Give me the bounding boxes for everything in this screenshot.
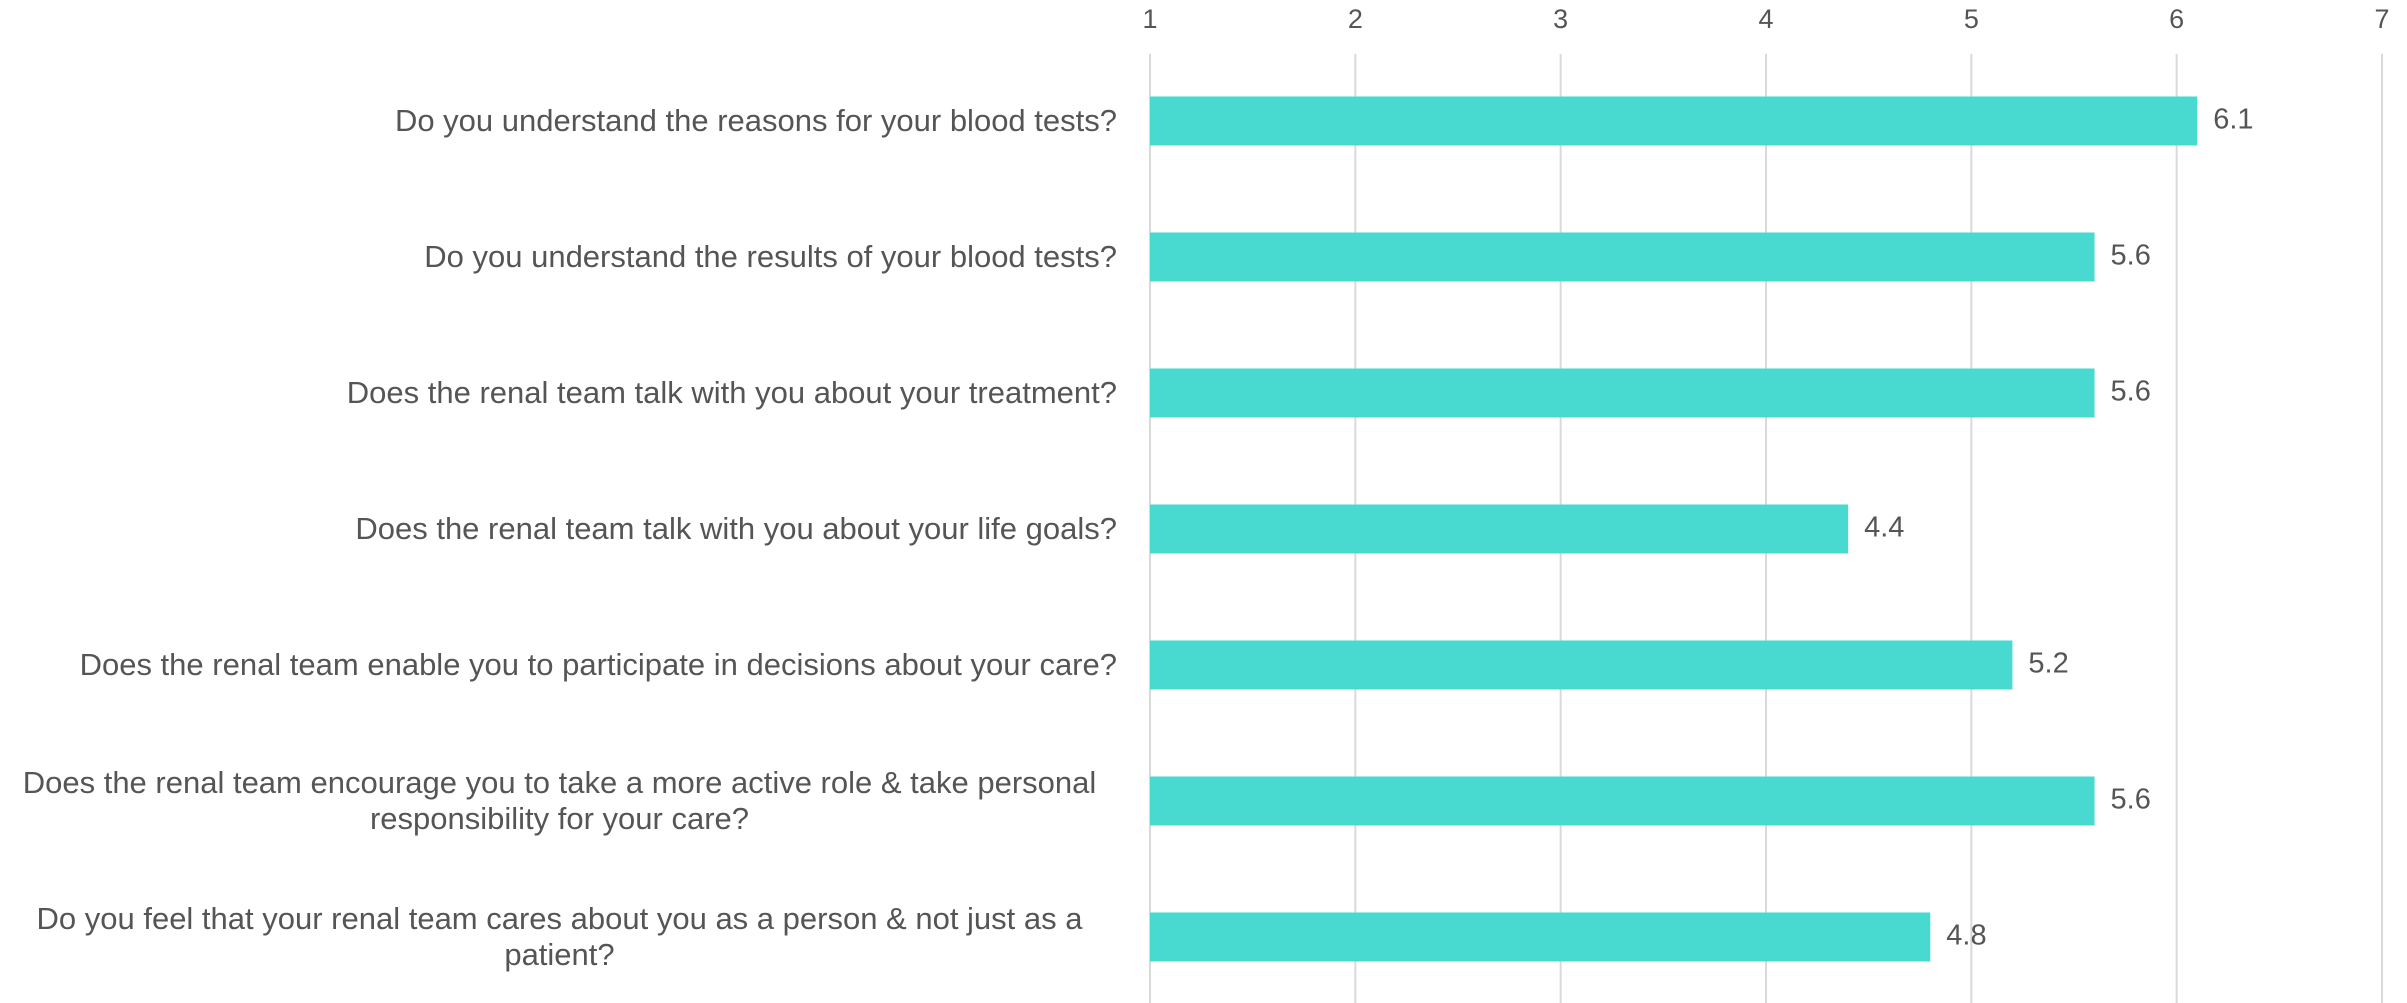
y-tick-label: Does the renal team encourage you to tak… bbox=[22, 765, 1097, 836]
y-tick-label: Do you understand the reasons for your b… bbox=[394, 103, 1117, 138]
value-label: 5.6 bbox=[2111, 240, 2151, 272]
value-label: 5.6 bbox=[2111, 784, 2151, 816]
x-tick-label: 5 bbox=[1964, 4, 1979, 34]
category-label-box: Does the renal team talk with you about … bbox=[0, 511, 1117, 547]
x-tick-label: 6 bbox=[2169, 4, 2184, 34]
category-label-box: Does the renal team talk with you about … bbox=[0, 375, 1117, 411]
x-tick-label: 7 bbox=[2374, 4, 2389, 34]
value-label: 5.6 bbox=[2111, 376, 2151, 408]
x-tick-label: 2 bbox=[1348, 4, 1363, 34]
x-tick-label: 1 bbox=[1142, 4, 1157, 34]
bar bbox=[1150, 504, 1849, 554]
y-tick-label: Does the renal team enable you to partic… bbox=[79, 647, 1117, 682]
y-tick-label: Do you feel that your renal team cares a… bbox=[36, 901, 1083, 972]
value-label: 5.2 bbox=[2028, 648, 2068, 680]
category-label-box: Does the renal team enable you to partic… bbox=[0, 647, 1117, 683]
value-label: 4.8 bbox=[1946, 920, 1986, 952]
bar bbox=[1150, 912, 1931, 962]
bar bbox=[1150, 776, 2095, 826]
bar bbox=[1150, 640, 2013, 690]
x-tick-label: 4 bbox=[1758, 4, 1773, 34]
bar bbox=[1150, 232, 2095, 282]
category-label-box: Do you understand the reasons for your b… bbox=[0, 103, 1117, 139]
y-tick-label: Do you understand the results of your bl… bbox=[424, 239, 1117, 274]
bar bbox=[1150, 368, 2095, 418]
value-label: 4.4 bbox=[1864, 512, 1904, 544]
value-label: 6.1 bbox=[2213, 104, 2253, 136]
category-label-box: Do you feel that your renal team cares a… bbox=[0, 901, 1117, 973]
x-tick-label: 3 bbox=[1553, 4, 1568, 34]
y-tick-label: Does the renal team talk with you about … bbox=[346, 375, 1117, 410]
y-tick-label: Does the renal team talk with you about … bbox=[355, 511, 1117, 546]
category-label-box: Do you understand the results of your bl… bbox=[0, 239, 1117, 275]
category-label-box: Does the renal team encourage you to tak… bbox=[0, 765, 1117, 837]
bar bbox=[1150, 96, 2198, 146]
